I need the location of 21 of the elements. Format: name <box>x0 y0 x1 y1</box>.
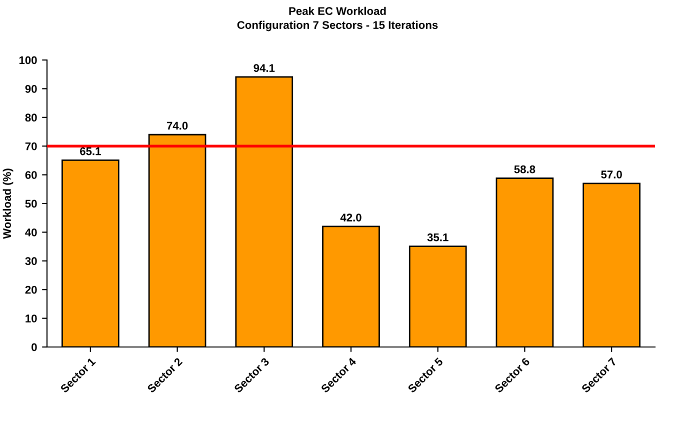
y-tick-label: 0 <box>32 343 37 352</box>
y-tick-label: 80 <box>25 114 37 122</box>
data-label: 94.1 <box>254 64 275 72</box>
y-tick-label: 60 <box>25 171 37 179</box>
y-axis-title: Workload (%) <box>2 168 14 239</box>
chart-title: Peak EC Workload <box>289 6 386 15</box>
y-tick-label: 90 <box>25 84 37 93</box>
data-label: 42.0 <box>340 214 362 222</box>
data-label: 58.8 <box>514 165 536 174</box>
y-tick-label: 20 <box>25 286 37 294</box>
y-tick-label: 50 <box>25 200 37 208</box>
y-tick-label: 40 <box>25 228 37 236</box>
y-tick-label: 70 <box>25 142 37 150</box>
data-label: 65.1 <box>80 147 101 156</box>
y-tick-label: 10 <box>26 314 37 322</box>
data-label: 35.1 <box>427 233 448 242</box>
y-tick-label: 30 <box>25 257 37 266</box>
data-label: 57.0 <box>601 170 622 178</box>
data-label: 74.0 <box>166 122 188 130</box>
y-tick-label: 100 <box>19 56 37 64</box>
chart-subtitle: Configuration 7 Sectors - 15 Iterations <box>237 20 438 32</box>
